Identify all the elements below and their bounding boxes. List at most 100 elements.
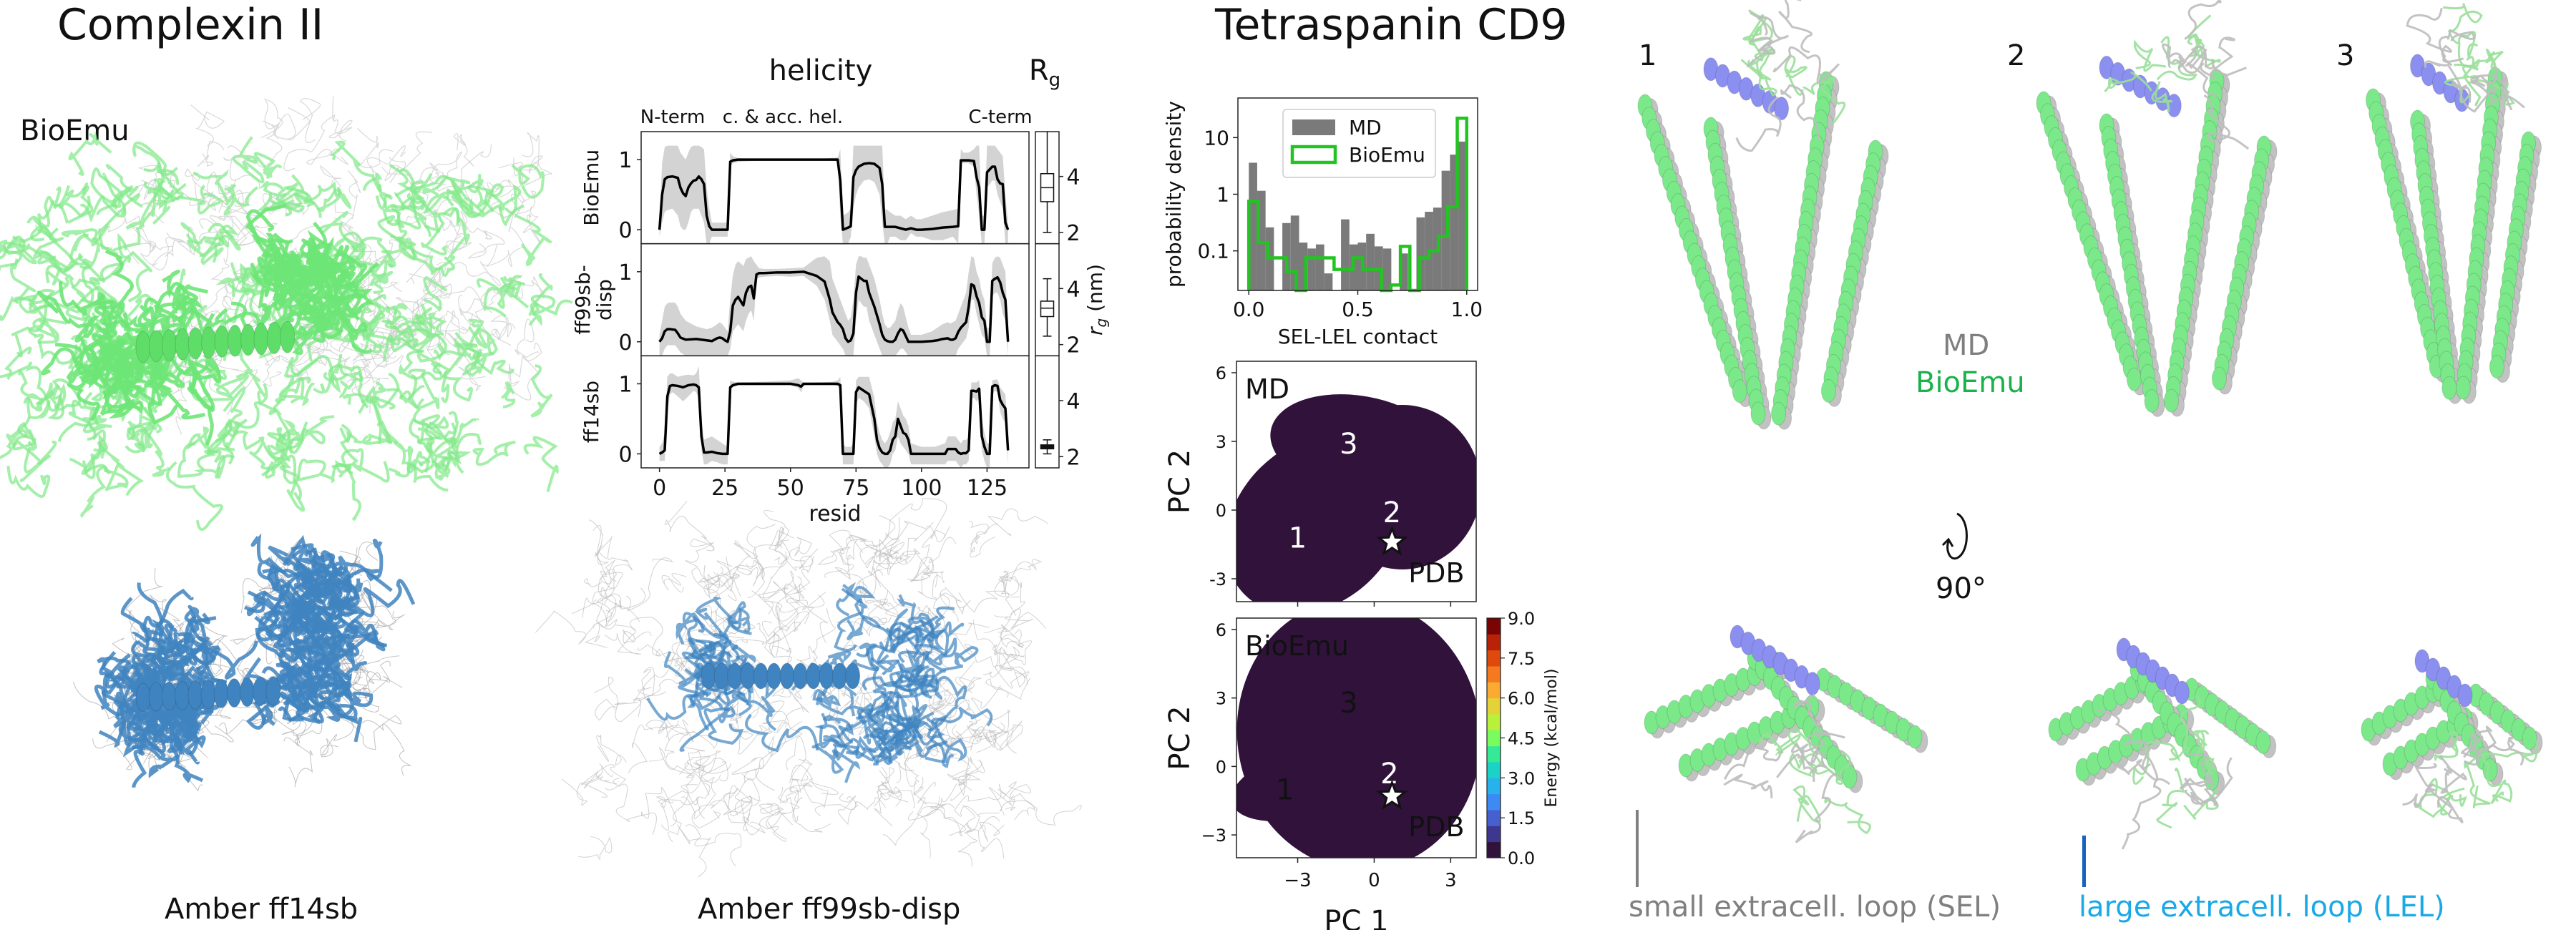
coil-trace xyxy=(786,735,813,780)
helicity-panel-ff99sb-disp: 0 1 ff99sb-disp 2 4 xyxy=(571,243,1080,358)
minimum-label-2: 2 xyxy=(1383,496,1401,529)
colorbar-tick-label: 7.5 xyxy=(1508,649,1535,669)
helix-trace xyxy=(687,637,732,652)
bioemu-helix-trace xyxy=(69,233,125,283)
coil-trace xyxy=(990,783,1016,811)
loop-trace xyxy=(2192,730,2210,760)
bioemu-helix-trace xyxy=(467,174,494,213)
md-histogram-bar xyxy=(1257,190,1266,290)
coil-trace xyxy=(940,587,971,622)
coil-trace xyxy=(641,787,677,827)
coil-trace xyxy=(708,571,737,602)
central-helix xyxy=(214,326,230,358)
loop-trace xyxy=(2203,94,2250,150)
bioemu-helix-trace xyxy=(511,164,545,199)
x-tick-label: 1.0 xyxy=(1451,298,1483,321)
bioemu-helix-cluster xyxy=(92,348,119,389)
helix-trace xyxy=(280,691,341,724)
bioemu-helix-trace xyxy=(81,441,106,475)
x-axis-label: SEL-LEL contact xyxy=(1278,325,1438,348)
coil-trace xyxy=(987,508,1049,537)
coil-trace xyxy=(693,758,728,782)
rg-tick-label: 2 xyxy=(1066,221,1080,246)
structure-2-top-view xyxy=(2048,637,2277,850)
structure-3-top-view xyxy=(2361,649,2543,823)
helix-trace xyxy=(881,714,947,745)
md-coil-trace xyxy=(453,133,474,167)
helix-trace xyxy=(854,598,908,654)
bioemu-helix xyxy=(1732,379,1747,403)
pdb-label: PDB xyxy=(1408,557,1464,589)
loop-trace xyxy=(2200,36,2235,79)
coil-trace xyxy=(613,778,657,836)
helicity-chart: helicity Rg N-term c. & acc. hel. C-term 0 1 Bi… xyxy=(571,54,1110,527)
coil-trace xyxy=(947,729,981,791)
bioemu-helix-trace xyxy=(273,459,306,512)
colorbar-segment xyxy=(1487,730,1501,747)
md-histogram-bar xyxy=(1307,248,1316,290)
y-tick-label: -3 xyxy=(1209,569,1226,589)
coil-trace xyxy=(668,774,695,843)
coil-trace xyxy=(998,559,1043,581)
loop-trace xyxy=(1790,732,1845,766)
coil-trace xyxy=(774,540,819,569)
bioemu-helix-cluster xyxy=(286,289,323,337)
sel-marker-line xyxy=(1636,810,1639,887)
bioemu-helix-trace xyxy=(278,182,322,218)
colorbar-tick-label: 3.0 xyxy=(1508,768,1535,788)
helix-trace xyxy=(877,608,909,664)
loop-trace xyxy=(2472,81,2525,111)
helix-trace xyxy=(925,645,979,672)
loop-trace xyxy=(2169,695,2201,761)
helix-trace xyxy=(811,725,844,774)
legend-md-swatch xyxy=(1292,119,1335,135)
bioemu-helix-trace xyxy=(177,442,235,479)
bioemu-helix-trace xyxy=(386,373,419,408)
coil-trace xyxy=(628,725,680,774)
rg-axis-label: rg (nm) xyxy=(1083,264,1110,336)
colorbar-tick-label: 9.0 xyxy=(1508,609,1535,629)
bioemu-helix-cluster xyxy=(150,352,171,381)
bioemu-helix-trace xyxy=(296,459,351,484)
helix-trace xyxy=(293,602,326,635)
pdb-star-icon xyxy=(1376,525,1408,556)
coil-trace xyxy=(978,816,1005,842)
coil-trace xyxy=(747,529,794,598)
helix-trace xyxy=(128,695,159,732)
coil-trace xyxy=(922,537,957,577)
central-helix xyxy=(253,323,269,356)
minimum-label-1: 1 xyxy=(1276,773,1294,806)
fes-panel-label: BioEmu xyxy=(1245,630,1349,662)
coil-trace xyxy=(279,687,301,744)
coil-trace xyxy=(789,802,831,833)
helix-trace xyxy=(663,650,723,685)
bioemu-helix-trace xyxy=(389,463,449,491)
bioemu-helix-trace xyxy=(416,361,444,409)
coil-trace xyxy=(928,699,960,755)
coil-trace xyxy=(984,608,1021,642)
central-helix xyxy=(227,324,243,357)
coil-trace xyxy=(879,786,909,807)
legend-md-label: MD xyxy=(1349,116,1382,140)
y-axis-label: probability density xyxy=(1162,101,1186,288)
helix-trace xyxy=(723,657,751,712)
coil-trace xyxy=(625,557,674,612)
coil-trace xyxy=(952,759,982,796)
bioemu-helix-cluster xyxy=(319,275,356,319)
coil-trace xyxy=(965,755,985,775)
helicity-title: helicity xyxy=(769,54,873,87)
bioemu-helix-trace xyxy=(126,406,162,441)
x-tick-label: 100 xyxy=(901,476,942,501)
helicity-axes-frame xyxy=(640,355,1030,469)
conformation-label-1: 1 xyxy=(1639,39,1657,72)
bioemu-helix-trace xyxy=(362,172,394,210)
bioemu-helix-cluster xyxy=(36,290,94,339)
helix-trace xyxy=(254,610,301,640)
md-coil-trace xyxy=(267,194,309,217)
legend-bioemu-swatch xyxy=(1290,145,1337,165)
structure-1-side-view xyxy=(1637,0,1889,430)
central-helix xyxy=(845,662,861,690)
colorbar-tick-label: 6.0 xyxy=(1508,689,1535,709)
coil-trace xyxy=(988,720,1023,751)
loop-trace xyxy=(1784,55,1807,96)
